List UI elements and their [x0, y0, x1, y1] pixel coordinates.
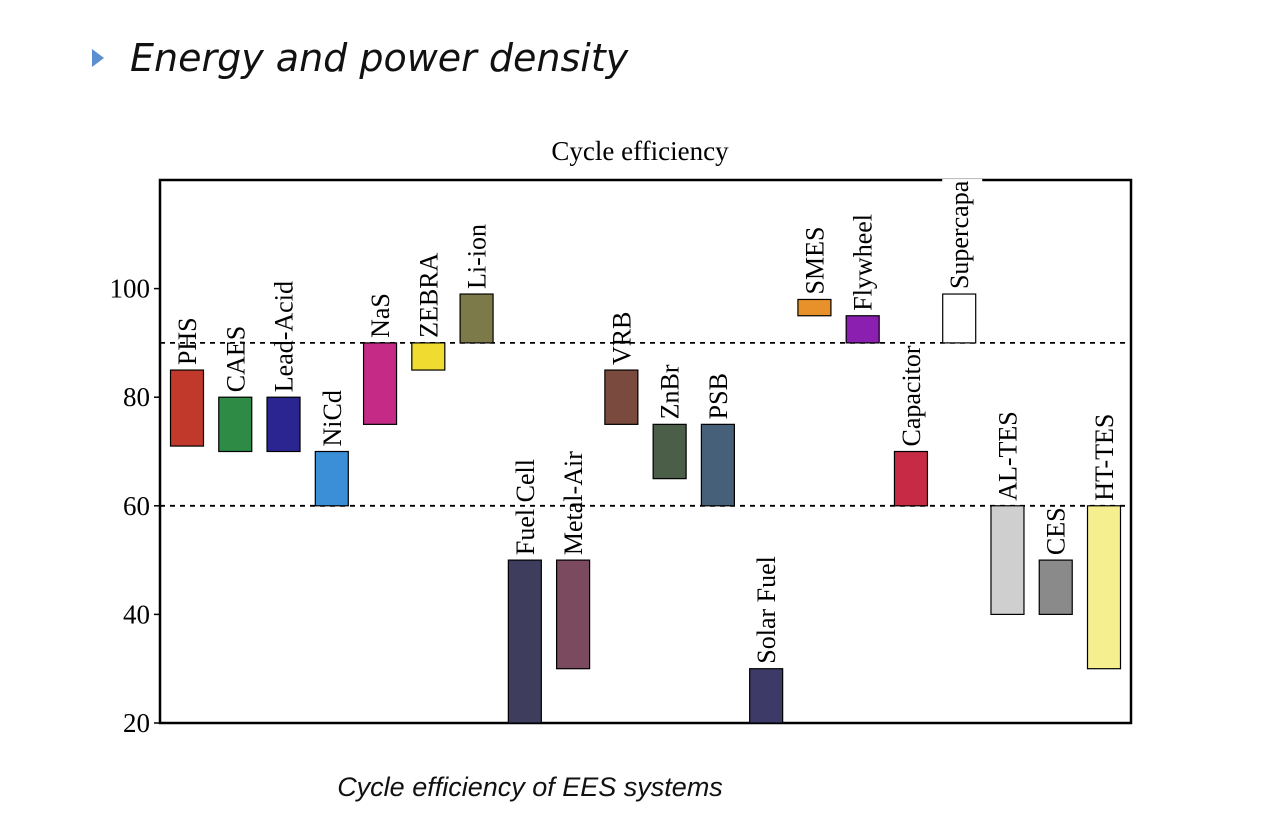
y-tick-label: 100 [110, 274, 151, 304]
bar-label: Fuel Cell [511, 459, 540, 555]
y-tick-label: 60 [123, 491, 150, 521]
slide-title: Energy and power density [92, 28, 628, 88]
bar-fuel-cell [507, 559, 542, 724]
bar-label: PSB [704, 373, 733, 419]
bar-supercapa [942, 293, 977, 344]
bar-label: Li-ion [463, 224, 492, 289]
label-backing [942, 179, 983, 292]
bar-label: ZEBRA [414, 252, 443, 337]
bar-nicd [314, 450, 349, 507]
bar-znbr [652, 423, 687, 480]
bar-zebra [411, 342, 446, 371]
bar-ces [1038, 559, 1073, 615]
bullet-arrow-icon [92, 49, 104, 67]
bar-label: Supercapa [945, 180, 974, 289]
bar-label: NiCd [318, 390, 347, 446]
chart-title: Cycle efficiency [551, 136, 729, 166]
bar-lead-acid [266, 396, 301, 453]
y-tick-label: 80 [123, 382, 150, 412]
bar-ht-tes [1086, 505, 1122, 670]
bar-vrb [604, 369, 639, 425]
plot-frame [158, 178, 1133, 725]
bar-label: NaS [366, 293, 395, 338]
bar-label: Lead-Acid [270, 281, 299, 392]
bar-solar-fuel [749, 668, 784, 724]
bar-label: Flywheel [849, 214, 878, 311]
bar-al-tes [990, 505, 1025, 615]
bar-label: Capacitor [897, 345, 926, 446]
bar-nas [362, 342, 398, 425]
y-tick-label: 40 [123, 599, 150, 629]
bar-label: CAES [221, 326, 250, 392]
slide-title-text: Energy and power density [130, 36, 629, 80]
bar-label: SMES [800, 227, 829, 295]
bar-label: PHS [173, 317, 202, 365]
bar-caes [218, 396, 253, 453]
bar-psb [700, 423, 735, 507]
bar-label: Metal-Air [559, 451, 588, 555]
chart-caption: Cycle efficiency of EES systems [337, 772, 723, 802]
bar-label: CES [1042, 507, 1071, 555]
y-tick-label: 20 [123, 708, 150, 738]
bar-label: HT-TES [1090, 414, 1119, 501]
bar-label: VRB [607, 312, 636, 365]
bar-phs [169, 369, 205, 447]
bar-li-ion [459, 293, 494, 344]
bar-label: AL-TES [993, 411, 1022, 501]
bar-label: Solar Fuel [752, 556, 781, 664]
bar-label: ZnBr [656, 364, 685, 419]
bar-flywheel [845, 315, 880, 344]
bar-capacitor [893, 450, 929, 507]
bar-smes [797, 298, 832, 317]
bar-metal-air [556, 559, 591, 670]
